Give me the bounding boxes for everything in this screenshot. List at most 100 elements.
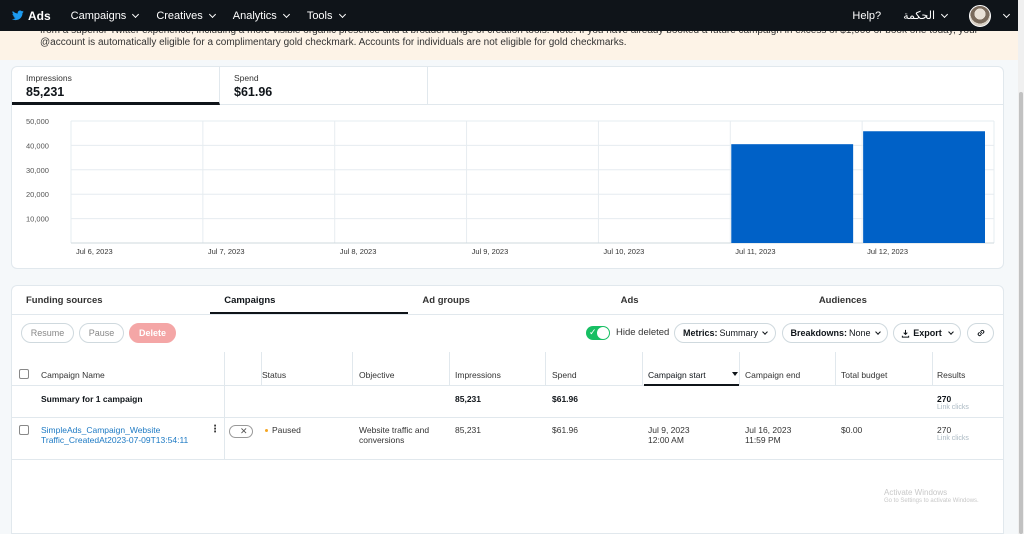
metric-value: 85,231 [26,85,65,99]
delete-button[interactable]: Delete [129,323,176,343]
column-divider [224,352,225,386]
y-tick-label: 50,000 [26,117,49,126]
table-row[interactable]: SimpleAds_Campaign_Website Traffic_Creat… [12,418,1003,460]
metric-tabs: Impressions 85,231 Spend $61.96 [12,67,1003,105]
col-campaign-start[interactable]: Campaign start [648,370,706,380]
impressions-bar-chart: 50,000 40,000 30,000 20,000 10,000 Jul 6, 202… [26,117,995,256]
brand-label: Ads [28,8,51,23]
copy-link-button[interactable] [967,323,994,343]
chevron-down-icon [1002,10,1011,18]
metrics-dropdown[interactable]: Metrics: Summary [674,323,776,343]
export-button[interactable]: Export [893,323,961,343]
col-total-budget[interactable]: Total budget [841,370,888,380]
column-divider [224,418,225,460]
breakdowns-dropdown[interactable]: Breakdowns: None [782,323,888,343]
end-time-cell: 11:59 PM [745,435,781,445]
metrics-label: Metrics: [682,328,718,338]
tab-campaigns[interactable]: Campaigns [210,286,409,314]
sorted-column-indicator [644,364,740,386]
scrollbar-thumb[interactable] [1019,92,1023,534]
row-checkbox[interactable] [19,425,29,435]
chevron-down-icon [947,328,954,335]
pause-button[interactable]: Pause [79,323,124,343]
breakdowns-label: Breakdowns: [790,328,847,338]
status-cell: Paused [265,425,301,435]
column-divider [835,352,836,386]
link-icon [977,329,984,337]
chevron-down-icon [282,10,290,18]
campaign-name-link[interactable]: SimpleAds_Campaign_Website Traffic_Creat… [41,425,189,445]
status-text: Paused [272,425,301,435]
page-scrollbar[interactable] [1018,0,1024,534]
summary-impressions: 85,231 [455,394,481,404]
chevron-down-icon [132,10,140,18]
col-campaign-end[interactable]: Campaign end [745,370,801,380]
tab-funding-sources[interactable]: Funding sources [26,295,103,306]
column-divider [932,352,933,386]
avatar [969,4,991,27]
metric-tab-impressions[interactable]: Impressions 85,231 [12,67,220,105]
nav-creatives[interactable]: Creatives [156,10,216,22]
sort-desc-icon[interactable] [732,372,738,376]
col-campaign-name[interactable]: Campaign Name [41,370,105,380]
nav-campaigns[interactable]: Campaigns [71,10,140,22]
help-link[interactable]: Help? [852,10,881,22]
y-tick-label: 20,000 [26,190,49,199]
table-header: Campaign Name Status Objective Impressio… [12,352,1003,386]
tab-ad-groups[interactable]: Ad groups [422,295,470,306]
column-divider [545,352,546,386]
start-time-cell: 12:00 AM [648,435,684,445]
x-tick-label: Jul 10, 2023 [603,247,644,256]
profile-menu[interactable] [969,4,1011,27]
select-all-checkbox[interactable] [19,369,29,379]
bar [863,131,985,243]
brand[interactable]: Ads [12,9,51,23]
resume-button[interactable]: Resume [21,323,74,343]
account-name: الحكمة [903,10,935,22]
tab-ads[interactable]: Ads [620,295,639,306]
metric-value: $61.96 [234,85,273,99]
close-icon: ✕ [240,426,248,436]
chevron-down-icon [940,10,949,18]
watermark-subtitle: Go to Settings to activate Windows. [884,498,979,504]
col-results[interactable]: Results [937,370,966,380]
chevron-down-icon [762,328,768,335]
campaign-status-toggle[interactable]: ✕ [229,425,253,438]
chevron-down-icon [208,10,216,18]
help-label: Help? [852,9,882,22]
results-sub: Link clicks [937,435,969,442]
nav-analytics-label: Analytics [232,9,277,22]
x-tick-label: Jul 6, 2023 [76,247,113,256]
results-cell: 270 [937,425,952,435]
metric-tab-spacer [428,67,1003,105]
col-status[interactable]: Status [262,370,287,380]
metrics-value: Summary [719,328,759,338]
download-icon [902,329,910,338]
metric-label: Spend [234,73,259,83]
watermark-title: Activate Windows [884,488,948,497]
more-options-icon[interactable]: ⋮ [210,424,220,435]
col-spend[interactable]: Spend [552,370,577,380]
y-tick-label: 10,000 [26,215,49,224]
account-switcher[interactable]: الحكمة [903,9,949,22]
nav-analytics[interactable]: Analytics [232,9,290,22]
hide-deleted-toggle[interactable]: ✓ [586,326,610,340]
x-tick-label: Jul 8, 2023 [340,247,377,256]
col-objective[interactable]: Objective [359,370,395,380]
x-tick-label: Jul 9, 2023 [472,247,509,256]
y-tick-label: 40,000 [26,141,49,150]
col-impressions[interactable]: Impressions [455,370,501,380]
chevron-down-icon [874,328,881,335]
breakdowns-value: None [849,328,871,338]
metric-tab-spend[interactable]: Spend $61.96 [220,67,428,105]
tab-audiences[interactable]: Audiences [818,295,867,306]
nav-tools[interactable]: Tools [307,10,346,22]
y-tick-label: 30,000 [26,166,49,175]
column-divider [449,352,450,386]
chevron-down-icon [338,10,346,18]
top-nav: Ads Campaigns Creatives Analytics Tools … [0,0,1018,31]
paused-status-dot-icon [265,429,268,433]
spend-cell: $61.96 [552,425,578,435]
bar [731,144,854,243]
impressions-cell: 85,231 [455,425,481,435]
